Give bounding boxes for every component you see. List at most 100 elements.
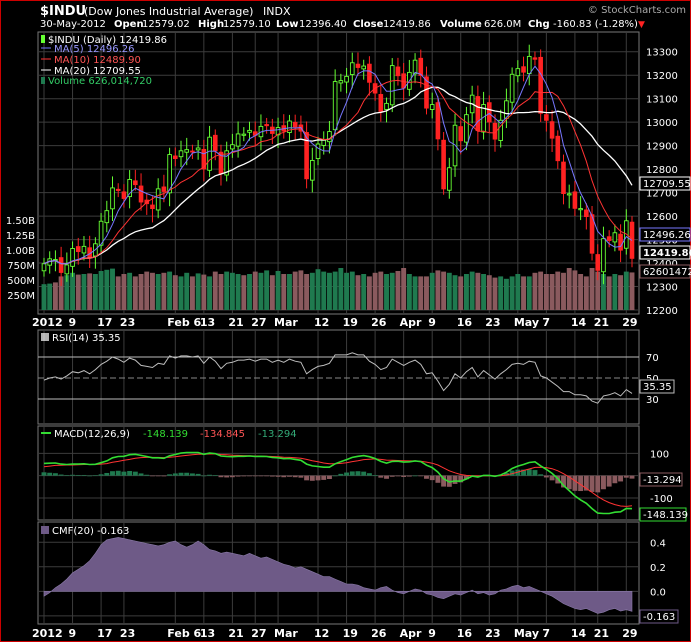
- volume-value: 626.0M: [484, 19, 521, 30]
- close-value: 12419.86: [383, 19, 431, 30]
- volume-bar: [195, 273, 201, 310]
- candle-body: [361, 65, 366, 70]
- date-tick-label: 23: [485, 316, 500, 329]
- date-tick-label: 9: [69, 627, 77, 640]
- macd-histogram-bar: [41, 472, 47, 476]
- macd-histogram-bar: [532, 470, 538, 476]
- candle-body: [212, 134, 218, 152]
- volume-bar: [258, 272, 264, 310]
- rsi-legend: RSI(14) 35.35: [41, 333, 121, 344]
- macd-histogram-bar: [572, 475, 578, 491]
- candle-body: [486, 102, 492, 123]
- macd-histogram-bar: [110, 471, 115, 476]
- candle-body: [532, 57, 538, 60]
- candle-body: [178, 150, 184, 158]
- volume-bar: [161, 272, 167, 310]
- volume-bar: [332, 271, 338, 310]
- volume-bar: [218, 274, 224, 310]
- volume-bar: [452, 275, 458, 310]
- candle-body: [41, 263, 47, 272]
- macd-histogram-bar: [412, 475, 418, 477]
- volume-bar: [526, 276, 532, 310]
- macd-histogram-bar: [92, 475, 98, 477]
- macd-tick-label: -100: [650, 494, 673, 505]
- volume-bar: [503, 278, 509, 310]
- date-tick-label: 21: [594, 627, 609, 640]
- macd-histogram-bar: [58, 474, 64, 476]
- price-tick-label: 13000: [646, 118, 678, 129]
- candle-body: [561, 161, 566, 194]
- candle-body: [435, 102, 441, 140]
- volume-bar: [115, 276, 121, 310]
- volume-bar: [224, 271, 230, 310]
- volume-bar: [321, 271, 327, 310]
- volume-bar: [566, 268, 572, 310]
- watermark: © StockCharts.com: [588, 5, 686, 16]
- volume-bar: [150, 272, 155, 310]
- legend-price: $INDU (Daily) 12419.86: [48, 35, 167, 46]
- volume-bar: [309, 272, 315, 310]
- candle-body: [515, 68, 521, 77]
- quote-line: 30-May-2012 Open 12579.02 High 12579.10 …: [40, 19, 645, 30]
- price-tick-label: 12300: [646, 283, 678, 294]
- date-tick-label: 21: [594, 316, 609, 329]
- candle-body: [441, 139, 446, 190]
- volume-bar: [435, 270, 441, 310]
- date-tick-label: 14: [571, 627, 587, 640]
- volume-bar: [538, 271, 544, 310]
- volume-bar: [618, 275, 624, 310]
- macd-tag: -148.139: [643, 510, 688, 521]
- macd-histogram-bar: [424, 475, 429, 479]
- candle-body: [264, 124, 269, 127]
- macd-tag-box: [639, 507, 687, 522]
- volume-bar: [486, 275, 492, 310]
- volume-bar: [349, 271, 355, 310]
- volume-bar: [406, 274, 412, 310]
- ma20-tag: 12709.55: [643, 179, 691, 190]
- macd-histogram-bar: [521, 469, 526, 476]
- volume-bar: [287, 274, 292, 310]
- macd-histogram-bar: [355, 471, 361, 476]
- macd-value: -148.139: [143, 429, 188, 440]
- candle-body: [58, 257, 64, 273]
- volume-bar: [184, 272, 190, 310]
- price-tick-label: 13300: [646, 48, 678, 59]
- date-tick-label: May: [514, 316, 539, 329]
- candle-body: [184, 149, 190, 153]
- macd-histogram-bar: [281, 475, 287, 478]
- candle-body: [304, 132, 309, 180]
- date-tick-label: 27: [251, 316, 266, 329]
- macd-histogram-bar: [561, 475, 566, 488]
- volume-bar: [532, 272, 538, 310]
- candle-body: [235, 133, 241, 147]
- volume-bar: [446, 272, 452, 310]
- date-tick-label: 13: [200, 627, 215, 640]
- volume-bar: [189, 276, 195, 310]
- date-tick-label: 17: [97, 316, 112, 329]
- index-name: (Dow Jones Industrial Average): [84, 5, 253, 18]
- exchange-label: INDX: [263, 5, 291, 18]
- macd-histogram-bar: [189, 473, 195, 476]
- volume-bar: [172, 275, 178, 310]
- high-label: High: [198, 19, 224, 30]
- candle-body: [190, 150, 195, 153]
- volume-tag: 626014720: [643, 267, 691, 278]
- volume-bar: [521, 276, 526, 310]
- macd-histogram-bar: [64, 475, 70, 476]
- macd-signal-value: -134.845: [200, 429, 245, 440]
- date-tick-label: 7: [542, 627, 550, 640]
- macd-histogram-bar: [212, 475, 218, 476]
- macd-histogram-bar: [155, 475, 161, 477]
- price-legend: $INDU (Daily) 12419.86 MA(5) 12496.26 MA…: [41, 35, 167, 87]
- candle-body: [355, 63, 361, 68]
- price-tick-label: 13200: [646, 71, 678, 82]
- open-label: Open: [114, 19, 144, 30]
- price-tick-label: 13100: [646, 95, 678, 106]
- rsi-label: RSI(14) 35.35: [52, 333, 121, 344]
- date-tick-label: 12: [314, 627, 329, 640]
- volume-bar: [623, 271, 629, 310]
- macd-histogram-bar: [87, 475, 93, 477]
- macd-histogram-bar: [326, 475, 332, 479]
- volume-bars: [41, 268, 635, 310]
